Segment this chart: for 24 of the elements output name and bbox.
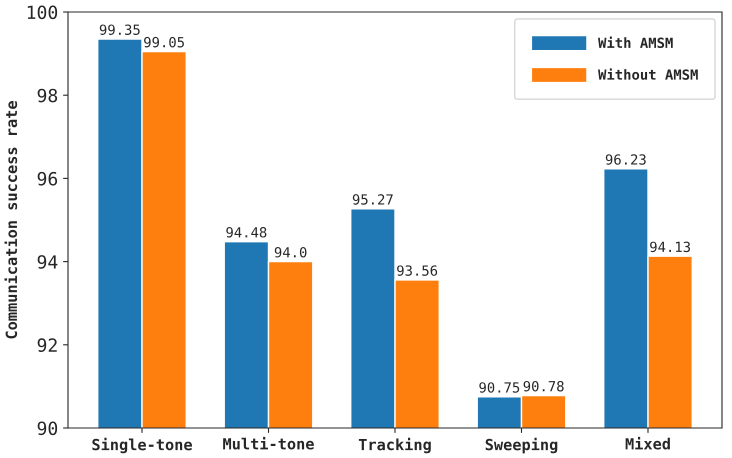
data-label: 94.48 [226, 227, 266, 238]
y-tick-label: 92 [38, 338, 57, 352]
data-label: 95.27 [352, 194, 393, 205]
x-tick-label: Multi-tone [223, 436, 314, 450]
y-tick-label: 96 [38, 172, 58, 186]
legend-label: Without AMSM [598, 68, 698, 80]
y-tick-label: 100 [28, 6, 58, 20]
data-label: 90.78 [524, 380, 564, 392]
x-tick-label: Sweeping [486, 438, 558, 454]
data-label: 99.35 [100, 24, 140, 35]
data-label: 94.13 [650, 242, 690, 252]
data-label: 94.0 [274, 247, 306, 258]
y-tick-label: 90 [38, 422, 58, 436]
y-axis-title: Communication success rate [4, 101, 18, 338]
legend-label: With AMSM [598, 36, 673, 48]
data-label: 93.56 [397, 265, 438, 276]
y-tick-label: 98 [38, 88, 58, 102]
y-tick-label: 94 [38, 255, 58, 269]
x-tick-label: Single-tone [92, 438, 192, 454]
x-tick-label: Mixed [626, 436, 670, 450]
data-label: 99.05 [144, 36, 184, 48]
data-label: 96.23 [606, 154, 646, 165]
data-label: 90.75 [479, 382, 520, 393]
x-tick-label: Tracking [358, 438, 431, 454]
